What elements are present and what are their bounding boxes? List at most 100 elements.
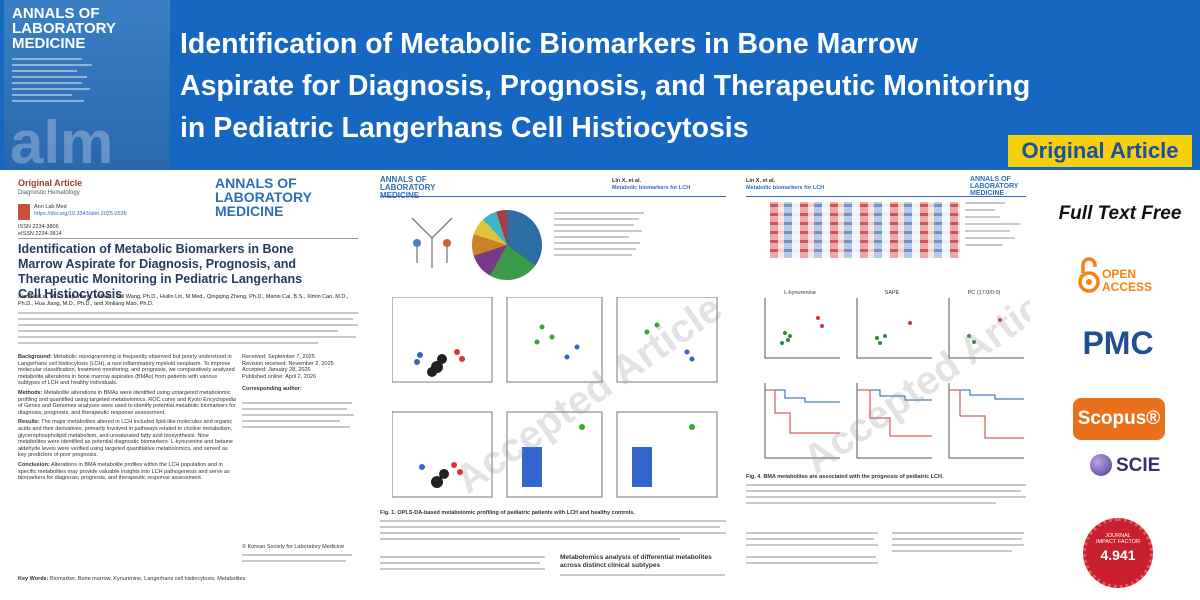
text-line [746, 544, 878, 546]
text-line [746, 538, 874, 540]
text-line [18, 336, 356, 338]
text-line [380, 532, 726, 534]
abstract-paragraph: Results: The major metabolites altered i… [18, 419, 236, 459]
journal-line: MEDICINE [215, 203, 284, 219]
text-line [746, 484, 1026, 486]
text-line [746, 562, 878, 564]
title-line: in Pediatric Langerhans Cell Histiocytos… [180, 112, 749, 144]
scie-logo[interactable]: SCIE [1116, 455, 1161, 476]
text-line [892, 532, 1024, 534]
article-title: Identification of Metabolic Biomarkers i… [18, 242, 303, 301]
text-line [18, 312, 358, 314]
text-line [380, 562, 540, 564]
cover-line [12, 94, 72, 96]
text-line [18, 342, 318, 344]
text-line [242, 420, 340, 422]
scopus-logo[interactable]: Scopus® [1073, 398, 1165, 440]
cover-abbr: alm [10, 109, 114, 168]
article-badge: Original Article [1008, 135, 1192, 167]
scie-icon [1090, 454, 1112, 476]
seal-bottom: IMPACT FACTOR [1095, 539, 1140, 545]
cover-line [12, 100, 84, 102]
cover-line [12, 70, 77, 72]
text-line [380, 568, 545, 570]
issn: ISSN 2234-3806 [18, 224, 59, 230]
text-line [560, 574, 725, 576]
journal-logo: ANNALS OF LABORATORY MEDICINE [380, 176, 435, 200]
running-author: Lin X, et al. [746, 178, 776, 184]
date: Received: September 7, 2025 [242, 354, 315, 360]
journal-line: ANNALS OF [380, 175, 427, 184]
text-line [380, 538, 680, 540]
cover-journal: LABORATORY [12, 20, 116, 37]
keywords-text: Biomarker, Bone marrow, Kynurenine, Lang… [50, 576, 246, 582]
keywords-heading: Key Words: [18, 576, 49, 582]
cover-journal: ANNALS OF [12, 5, 100, 22]
journal-line: MEDICINE [380, 192, 435, 200]
journal-logo: ANNALS OF LABORATORY MEDICINE [970, 176, 1018, 197]
eissn: eISSN 2234-3814 [18, 231, 62, 237]
panel-title: PC (17:0/0:0) [967, 290, 1001, 296]
abstract-text: Metabolic reprogramming is frequently ob… [18, 354, 235, 387]
journal-cover: ANNALS OF LABORATORY MEDICINE alm [4, 0, 170, 168]
text-line [18, 318, 353, 320]
page-thumbnail: ANNALS OF LABORATORY MEDICINE Lin X, et … [372, 172, 734, 600]
text-line [380, 520, 726, 522]
text-line [380, 526, 720, 528]
journal-line: ANNALS OF [970, 176, 1011, 183]
corresponding-heading: Corresponding author: [242, 386, 302, 393]
open-access-icon [1078, 257, 1100, 293]
authors: Xiaodan Liu, M.S., Jiayi Wang, M.Med., Y… [18, 294, 349, 307]
journal-line: ANNALS OF [215, 175, 297, 191]
text-line [746, 490, 1021, 492]
text-line [242, 426, 350, 428]
rule [18, 238, 358, 239]
text-line [746, 556, 876, 558]
text-line [242, 402, 352, 404]
rule [746, 196, 1026, 197]
text-line [892, 538, 1022, 540]
keywords: Key Words: Biomarker, Bone marrow, Kynur… [18, 576, 358, 583]
journal-logo: ANNALS OF LABORATORY MEDICINE [215, 176, 312, 218]
cover-line [12, 58, 82, 60]
impact-factor-seal: JOURNAL IMPACT FACTOR 4.941 [1083, 518, 1153, 588]
abstract-heading: Conclusion: [18, 461, 50, 468]
running-author: Lin X, et al. [612, 178, 642, 184]
cover-line [12, 76, 87, 78]
abstract-heading: Results: [18, 419, 40, 426]
abstract-text: Metabolite alterations in BMAs were iden… [18, 389, 236, 416]
text-line [18, 324, 358, 326]
text-line [746, 532, 878, 534]
text-line [242, 408, 347, 410]
title-line: Identification of Metabolic Biomarkers i… [180, 28, 918, 60]
header-banner [0, 0, 1200, 170]
date: Accepted: January 28, 2026 [242, 367, 311, 374]
section-heading: Metabolomics analysis of differential me… [560, 554, 712, 569]
date: Published online: April 2, 2026 [242, 373, 316, 380]
abstract-paragraph: Methods: Metabolite alterations in BMAs … [18, 390, 236, 416]
journal-line: MEDICINE [970, 190, 1005, 197]
abstract: Background: Metabolic reprogramming is f… [18, 354, 236, 569]
pmc-logo[interactable]: PMC [1082, 325, 1154, 361]
date: Revision received: November 2, 2025 [242, 360, 334, 367]
text-line [746, 502, 996, 504]
full-text-free: Full Text Free [1058, 203, 1182, 224]
journal-line: LABORATORY [970, 183, 1019, 190]
tree-diagram [411, 217, 453, 268]
open-access[interactable]: OPEN ACCESS [1102, 267, 1153, 294]
dates: Received: September 7, 2025 Revision rec… [242, 354, 360, 393]
article-label: Original Article [18, 178, 83, 188]
figure-legend [554, 212, 644, 256]
abstract-paragraph: Conclusion: Alterations in BMA metabolit… [18, 462, 236, 482]
panel-title: SAPE [884, 290, 900, 296]
text-line [380, 556, 545, 558]
abstract-paragraph: Background: Metabolic reprogramming is f… [18, 354, 236, 387]
text-line [242, 554, 352, 556]
cover-line [12, 82, 82, 84]
text-line [892, 550, 1012, 552]
heatmap-rows [770, 202, 960, 258]
figure-caption: Fig. 1. OPLS-DA-based metabolomic profil… [380, 510, 635, 516]
cover-journal: MEDICINE [12, 35, 86, 52]
impact-factor: 4.941 [1100, 547, 1136, 563]
page-thumbnail: Original Article Diagnostic Hematology A… [10, 172, 366, 600]
